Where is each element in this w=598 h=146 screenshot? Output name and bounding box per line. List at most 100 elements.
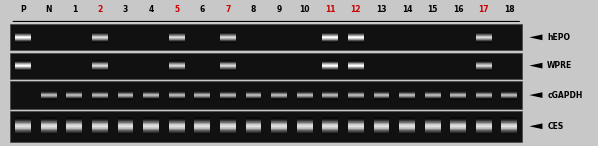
Bar xyxy=(476,69,492,70)
Bar xyxy=(502,99,517,100)
Bar xyxy=(41,125,57,126)
Bar xyxy=(92,62,108,63)
Bar xyxy=(143,129,159,130)
Bar xyxy=(322,96,338,97)
Bar xyxy=(502,125,517,126)
Bar xyxy=(143,131,159,132)
Bar xyxy=(348,35,364,36)
Bar xyxy=(322,67,338,68)
Bar xyxy=(143,98,159,99)
Bar xyxy=(476,132,492,133)
Bar xyxy=(92,94,108,95)
Bar xyxy=(92,120,108,121)
Bar xyxy=(15,69,31,70)
Bar xyxy=(322,38,338,39)
Bar xyxy=(246,93,261,94)
Bar xyxy=(450,127,466,128)
Bar xyxy=(297,132,313,133)
Bar xyxy=(194,117,210,118)
Bar xyxy=(41,128,57,129)
Bar xyxy=(143,119,159,120)
Bar xyxy=(220,66,236,67)
Bar xyxy=(271,92,287,93)
Bar xyxy=(476,32,492,33)
Bar xyxy=(143,91,159,92)
Bar xyxy=(399,118,415,119)
Bar xyxy=(399,119,415,120)
Bar xyxy=(92,40,108,41)
Bar xyxy=(118,134,133,135)
Bar xyxy=(425,97,441,98)
Bar xyxy=(169,127,185,128)
Bar xyxy=(322,126,338,127)
Bar xyxy=(220,33,236,34)
Bar xyxy=(169,93,185,94)
Bar xyxy=(502,91,517,92)
Bar xyxy=(246,98,261,99)
Bar xyxy=(66,118,83,119)
Bar xyxy=(374,124,389,125)
Bar xyxy=(66,92,83,93)
Bar xyxy=(66,119,83,120)
Bar xyxy=(476,64,492,65)
Bar xyxy=(322,122,338,123)
Bar xyxy=(502,120,517,121)
Bar xyxy=(450,92,466,93)
Bar xyxy=(220,134,236,135)
Bar xyxy=(374,119,389,120)
Bar xyxy=(169,95,185,96)
Bar xyxy=(66,134,83,135)
Bar xyxy=(476,134,492,135)
Bar xyxy=(41,97,57,98)
Bar xyxy=(322,64,338,65)
Bar xyxy=(220,129,236,130)
Bar xyxy=(118,92,133,93)
Bar xyxy=(169,124,185,125)
Bar xyxy=(348,62,364,63)
Bar xyxy=(169,96,185,97)
Bar xyxy=(246,126,261,127)
Bar xyxy=(41,93,57,94)
Bar xyxy=(374,134,389,135)
Bar xyxy=(169,119,185,120)
Bar xyxy=(348,122,364,123)
Bar xyxy=(374,95,389,96)
Bar xyxy=(476,120,492,121)
Bar xyxy=(476,124,492,125)
Text: N: N xyxy=(45,6,52,14)
Bar xyxy=(15,130,31,131)
Bar xyxy=(450,117,466,118)
Bar xyxy=(143,128,159,129)
Bar xyxy=(322,37,338,38)
Bar xyxy=(169,126,185,127)
Bar xyxy=(348,124,364,125)
Bar xyxy=(425,129,441,130)
Bar xyxy=(399,122,415,123)
Bar xyxy=(41,98,57,99)
Bar xyxy=(220,39,236,40)
Bar xyxy=(399,99,415,100)
Bar xyxy=(348,133,364,134)
Bar xyxy=(143,122,159,123)
Bar xyxy=(476,67,492,68)
Bar xyxy=(348,123,364,124)
Bar xyxy=(322,70,338,71)
Bar xyxy=(348,132,364,133)
Bar xyxy=(374,93,389,94)
Bar xyxy=(476,92,492,93)
Bar xyxy=(322,99,338,100)
Bar xyxy=(271,117,287,118)
Bar xyxy=(450,134,466,135)
Bar xyxy=(271,121,287,122)
Bar xyxy=(322,32,338,33)
Bar xyxy=(92,133,108,134)
Bar xyxy=(118,128,133,129)
Bar xyxy=(15,118,31,119)
Bar xyxy=(450,132,466,133)
Bar xyxy=(15,32,31,33)
Bar xyxy=(220,63,236,64)
Bar xyxy=(246,121,261,122)
Bar xyxy=(66,132,83,133)
Bar xyxy=(118,124,133,125)
Bar xyxy=(92,34,108,35)
